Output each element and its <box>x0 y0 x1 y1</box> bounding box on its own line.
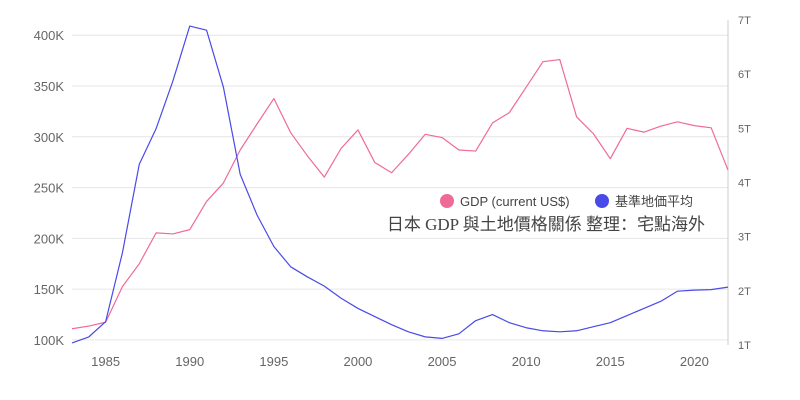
right-tick-label-2: 3T <box>738 232 751 244</box>
x-tick-label-5: 2010 <box>512 354 541 369</box>
right-tick-label-4: 5T <box>738 123 751 135</box>
x-tick-label-3: 2000 <box>343 354 372 369</box>
x-tick-label-6: 2015 <box>596 354 625 369</box>
legend: GDP (current US$) 基準地価平均 <box>440 194 693 209</box>
chart-annotation: 日本 GDP 與土地價格關係 整理：宅點海外 <box>387 215 705 234</box>
x-tick-label-2: 1995 <box>259 354 288 369</box>
x-tick-label-7: 2020 <box>680 354 709 369</box>
right-axis: 1T 2T 3T 4T 5T 6T 7T <box>727 15 751 352</box>
legend-swatch-land-price[interactable] <box>595 194 609 208</box>
grid-lines <box>72 34 728 341</box>
series-lines <box>71 25 729 344</box>
left-tick-label-1: 150K <box>34 282 65 297</box>
left-tick-label-6: 400K <box>34 28 65 43</box>
legend-label-land-price[interactable]: 基準地価平均 <box>615 194 693 209</box>
right-tick-label-0: 1T <box>738 340 751 352</box>
right-tick-label-1: 2T <box>738 286 751 298</box>
right-tick-label-3: 4T <box>738 178 751 190</box>
legend-label-gdp[interactable]: GDP (current US$) <box>460 194 570 209</box>
left-tick-label-3: 250K <box>34 181 65 196</box>
right-tick-label-6: 7T <box>738 15 751 27</box>
left-axis: 100K 150K 200K 250K 300K 350K 400K <box>34 28 65 348</box>
x-axis: 1985 1990 1995 2000 2005 2010 2015 2020 <box>91 354 709 369</box>
series-line-gdp[interactable] <box>71 58 729 330</box>
x-tick-label-1: 1990 <box>175 354 204 369</box>
series-line-land-price[interactable] <box>71 25 729 344</box>
left-tick-label-4: 300K <box>34 130 65 145</box>
x-tick-label-0: 1985 <box>91 354 120 369</box>
left-tick-label-5: 350K <box>34 79 65 94</box>
legend-swatch-gdp[interactable] <box>440 194 454 208</box>
x-tick-label-4: 2005 <box>428 354 457 369</box>
left-tick-label-2: 200K <box>34 231 65 246</box>
left-tick-label-0: 100K <box>34 333 65 348</box>
right-tick-label-5: 6T <box>738 69 751 81</box>
